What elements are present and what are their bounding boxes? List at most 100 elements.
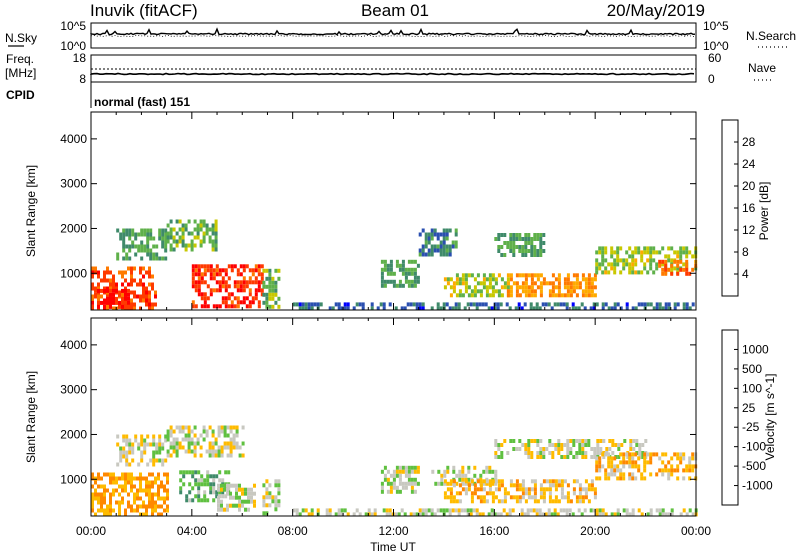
echo-cell bbox=[223, 487, 226, 492]
velocity-echo-cells bbox=[91, 425, 698, 517]
echo-cell bbox=[94, 488, 97, 493]
echo-cell bbox=[607, 460, 611, 465]
echo-cell bbox=[661, 271, 665, 276]
echo-cell bbox=[584, 443, 588, 447]
echo-cell bbox=[446, 495, 450, 500]
echo-cell bbox=[265, 503, 269, 508]
echo-cell bbox=[154, 500, 157, 505]
echo-cell bbox=[340, 306, 344, 311]
echo-cell bbox=[91, 274, 94, 279]
echo-cell bbox=[542, 499, 546, 504]
echo-cell bbox=[395, 283, 399, 288]
echo-cell bbox=[476, 273, 480, 278]
echo-cell bbox=[146, 244, 150, 249]
echo-cell bbox=[404, 485, 408, 490]
echo-cell bbox=[206, 304, 210, 309]
echo-cell bbox=[446, 281, 450, 286]
echo-cell bbox=[527, 241, 531, 245]
echo-cell bbox=[151, 472, 154, 477]
echo-cell bbox=[203, 280, 207, 285]
echo-cell bbox=[479, 483, 483, 488]
echo-cell bbox=[488, 465, 492, 470]
echo-cell bbox=[436, 248, 440, 253]
echo-cell bbox=[187, 429, 191, 434]
echo-cell bbox=[118, 292, 121, 297]
echo-cell bbox=[655, 472, 659, 477]
echo-cell bbox=[401, 465, 405, 470]
echo-cell bbox=[221, 268, 225, 273]
echo-cell bbox=[616, 468, 620, 473]
echo-cell bbox=[164, 240, 168, 245]
echo-cell bbox=[389, 473, 393, 478]
echo-cell bbox=[452, 495, 456, 500]
echo-cell bbox=[133, 496, 136, 501]
echo-cell bbox=[361, 306, 365, 311]
echo-cell bbox=[260, 288, 264, 293]
echo-cell bbox=[307, 306, 311, 311]
echo-cell bbox=[530, 487, 534, 492]
echo-cell bbox=[209, 292, 213, 297]
beam-title: Beam 01 bbox=[361, 1, 429, 20]
echo-cell bbox=[97, 282, 100, 287]
echo-cell bbox=[461, 277, 465, 282]
echo-cell bbox=[221, 296, 225, 301]
echo-cell bbox=[97, 484, 100, 489]
echo-cell bbox=[461, 273, 465, 278]
echo-cell bbox=[524, 443, 528, 447]
echo-cell bbox=[413, 481, 417, 486]
echo-cell bbox=[572, 285, 576, 290]
echo-cell bbox=[226, 425, 230, 430]
echo-cell bbox=[251, 268, 255, 273]
echo-cell bbox=[221, 280, 225, 285]
echo-cell bbox=[512, 447, 516, 451]
echo-cell bbox=[157, 476, 160, 481]
echo-cell bbox=[209, 474, 213, 479]
echo-cell bbox=[566, 293, 570, 298]
echo-cell bbox=[140, 450, 144, 455]
echo-cell bbox=[382, 508, 386, 513]
echo-cell bbox=[179, 490, 183, 495]
echo-cell bbox=[679, 246, 683, 251]
echo-cell bbox=[152, 438, 156, 443]
echo-cell bbox=[148, 306, 151, 311]
echo-cell bbox=[145, 298, 148, 303]
echo-cell bbox=[542, 451, 546, 455]
echo-cell bbox=[136, 504, 139, 509]
echo-cell bbox=[613, 472, 617, 477]
echo-cell bbox=[199, 219, 203, 224]
echo-cell bbox=[119, 450, 123, 455]
echo-cell bbox=[596, 451, 600, 455]
y-tick-label: 4000 bbox=[60, 132, 87, 146]
echo-cell bbox=[473, 487, 477, 492]
echo-cell bbox=[458, 293, 462, 298]
echo-cell bbox=[265, 296, 269, 301]
echo-cell bbox=[512, 253, 516, 257]
echo-cell bbox=[184, 433, 188, 438]
echo-cell bbox=[118, 500, 121, 505]
colorbar-tick-label: -25 bbox=[742, 420, 760, 434]
echo-cell bbox=[352, 512, 356, 517]
echo-cell bbox=[538, 512, 542, 517]
echo-cell bbox=[310, 508, 314, 513]
echo-cell bbox=[601, 464, 605, 469]
echo-cell bbox=[149, 232, 153, 237]
echo-cell bbox=[232, 495, 235, 500]
echo-cell bbox=[383, 259, 387, 264]
echo-cell bbox=[211, 231, 215, 236]
y-tick-label: 2000 bbox=[60, 427, 87, 441]
echo-cell bbox=[521, 491, 525, 496]
echo-cell bbox=[410, 259, 414, 264]
echo-cell bbox=[664, 464, 668, 469]
echo-cell bbox=[595, 262, 599, 267]
echo-cell bbox=[548, 451, 552, 455]
echo-cell bbox=[610, 472, 614, 477]
echo-cell bbox=[244, 487, 247, 492]
echo-cell bbox=[527, 289, 531, 294]
echo-cell bbox=[410, 477, 414, 482]
echo-cell bbox=[632, 439, 636, 443]
echo-cell bbox=[103, 484, 106, 489]
echo-cell bbox=[536, 277, 540, 282]
echo-cell bbox=[154, 290, 157, 295]
echo-cell bbox=[569, 447, 573, 451]
echo-cell bbox=[457, 512, 461, 517]
